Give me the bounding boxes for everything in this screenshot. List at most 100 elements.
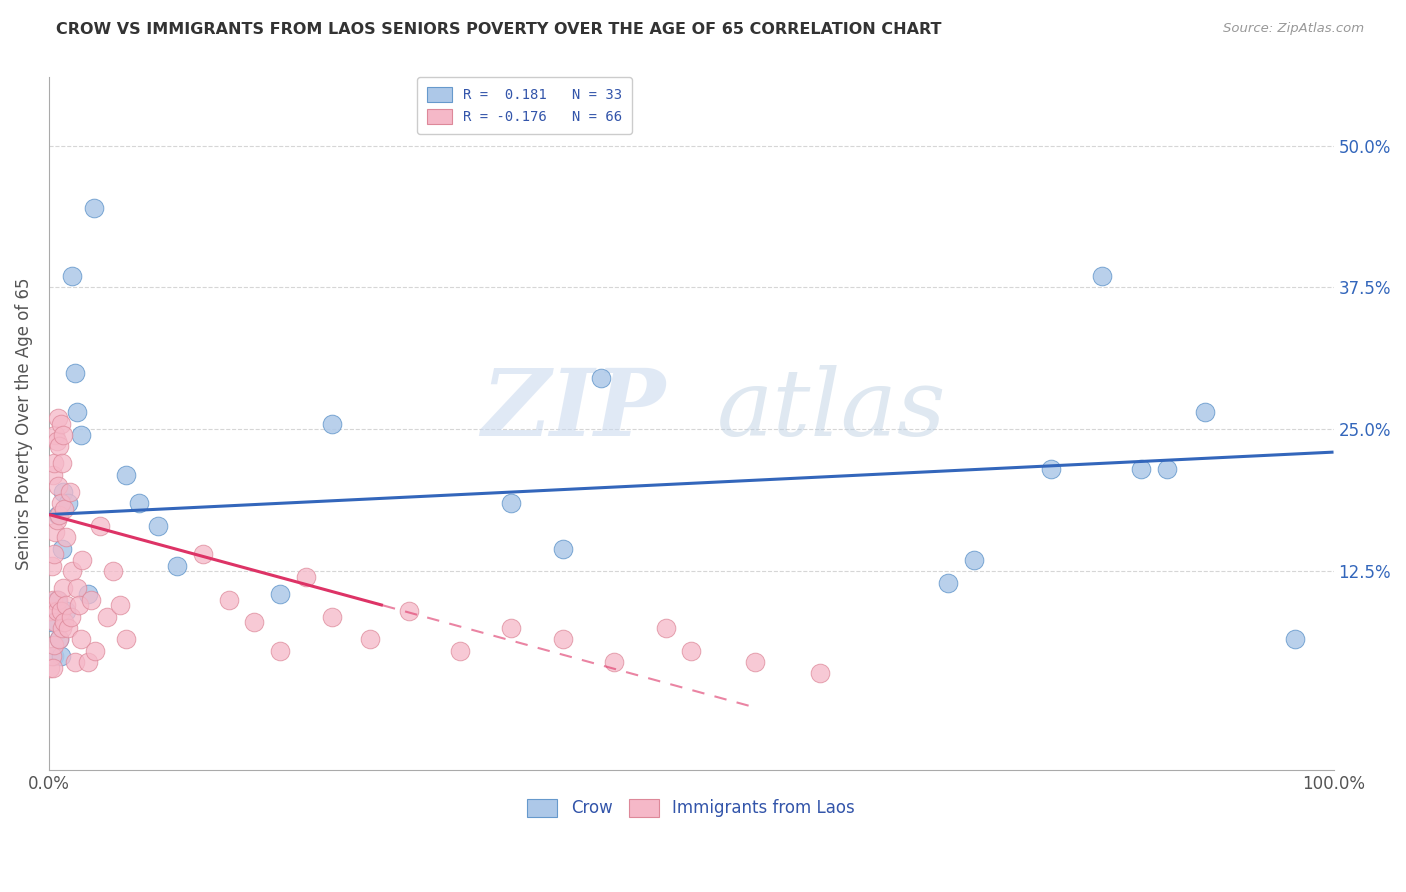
Point: [44, 428, 66, 442]
Point: [49, 417, 72, 431]
Point: [42, 661, 65, 675]
Point: [84, 644, 107, 658]
Point: [58, 496, 80, 510]
Point: [51, 541, 73, 556]
Point: [551, 632, 574, 647]
Point: [46, 592, 69, 607]
Point: [83, 201, 105, 215]
Point: [42, 592, 65, 607]
Point: [1194, 405, 1216, 419]
Point: [42, 457, 65, 471]
Point: [115, 632, 138, 647]
Point: [70, 632, 93, 647]
Point: [66, 582, 89, 596]
Point: [96, 609, 118, 624]
Point: [46, 508, 69, 522]
Point: [449, 644, 471, 658]
Point: [58, 621, 80, 635]
Point: [269, 644, 291, 658]
Point: [591, 371, 613, 385]
Point: [39, 661, 62, 675]
Point: [46, 479, 69, 493]
Point: [744, 655, 766, 669]
Point: [46, 411, 69, 425]
Point: [80, 592, 103, 607]
Point: [1039, 462, 1062, 476]
Point: [53, 501, 76, 516]
Point: [936, 575, 959, 590]
Point: [52, 484, 75, 499]
Point: [48, 508, 70, 522]
Point: [52, 428, 75, 442]
Point: [1156, 462, 1178, 476]
Point: [45, 592, 67, 607]
Point: [51, 621, 73, 635]
Point: [76, 655, 98, 669]
Point: [654, 621, 676, 635]
Point: [66, 405, 89, 419]
Point: [44, 524, 66, 539]
Point: [45, 513, 67, 527]
Point: [42, 547, 65, 561]
Text: atlas: atlas: [717, 365, 946, 455]
Point: [53, 615, 76, 630]
Point: [681, 644, 703, 658]
Point: [551, 541, 574, 556]
Point: [1284, 632, 1306, 647]
Point: [63, 655, 86, 669]
Point: [63, 366, 86, 380]
Point: [359, 632, 381, 647]
Point: [146, 519, 169, 533]
Point: [70, 428, 93, 442]
Point: [51, 457, 73, 471]
Point: [1091, 269, 1114, 284]
Point: [58, 484, 80, 499]
Point: [191, 547, 214, 561]
Point: [166, 558, 188, 573]
Text: CROW VS IMMIGRANTS FROM LAOS SENIORS POVERTY OVER THE AGE OF 65 CORRELATION CHAR: CROW VS IMMIGRANTS FROM LAOS SENIORS POV…: [56, 22, 942, 37]
Point: [218, 592, 240, 607]
Point: [115, 467, 138, 482]
Point: [42, 638, 65, 652]
Point: [76, 587, 98, 601]
Point: [45, 604, 67, 618]
Point: [48, 632, 70, 647]
Point: [72, 553, 94, 567]
Point: [67, 599, 90, 613]
Y-axis label: Seniors Poverty Over the Age of 65: Seniors Poverty Over the Age of 65: [15, 277, 32, 570]
Point: [321, 609, 343, 624]
Point: [963, 553, 986, 567]
Point: [269, 587, 291, 601]
Point: [321, 417, 343, 431]
Point: [808, 666, 831, 681]
Text: Source: ZipAtlas.com: Source: ZipAtlas.com: [1223, 22, 1364, 36]
Point: [89, 519, 111, 533]
Point: [295, 570, 318, 584]
Point: [41, 615, 63, 630]
Point: [501, 621, 523, 635]
Point: [49, 649, 72, 664]
Point: [41, 649, 63, 664]
Point: [603, 655, 626, 669]
Point: [48, 632, 70, 647]
Point: [60, 269, 83, 284]
Point: [1129, 462, 1152, 476]
Point: [55, 530, 77, 544]
Point: [48, 439, 70, 453]
Point: [41, 558, 63, 573]
Point: [60, 564, 83, 578]
Point: [128, 496, 150, 510]
Point: [59, 609, 82, 624]
Point: [44, 615, 66, 630]
Point: [42, 467, 65, 482]
Legend: Crow, Immigrants from Laos: Crow, Immigrants from Laos: [520, 792, 862, 824]
Point: [52, 582, 75, 596]
Point: [55, 604, 77, 618]
Point: [45, 434, 67, 448]
Point: [42, 649, 65, 664]
Point: [108, 599, 131, 613]
Point: [49, 496, 72, 510]
Point: [243, 615, 266, 630]
Point: [49, 604, 72, 618]
Point: [398, 604, 420, 618]
